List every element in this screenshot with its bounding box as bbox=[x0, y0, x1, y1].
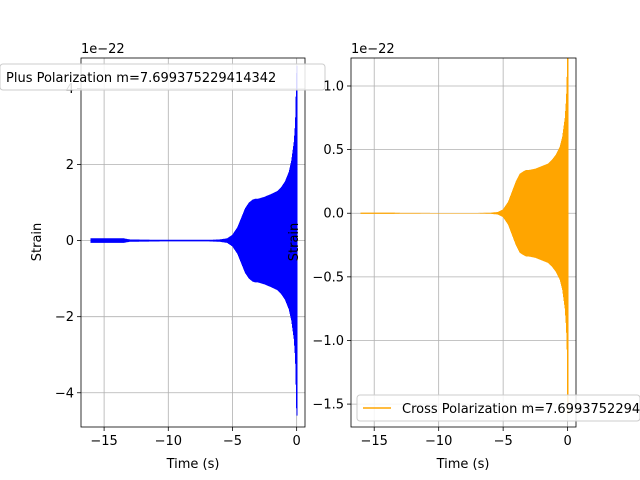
cross-y-tick-label: −0.5 bbox=[312, 270, 344, 285]
cross-y-tick-label: −1.5 bbox=[312, 398, 344, 413]
plus-legend-label: Plus Polarization m=7.699375229414342 bbox=[6, 71, 276, 86]
cross-y-tick-label: 0.5 bbox=[323, 143, 344, 158]
cross-y-tick-label: 0.0 bbox=[323, 207, 344, 222]
plus-y-tick-label: 2 bbox=[66, 158, 74, 173]
plus-y-tick-label: −2 bbox=[55, 310, 74, 325]
cross-y-ticks: −1.5 −1.0 −0.5 0.0 0.5 1.0 bbox=[312, 79, 351, 413]
cross-x-axis-label: Time (s) bbox=[436, 457, 490, 472]
plus-offset-label: 1e−22 bbox=[81, 42, 125, 57]
cross-axes-frame bbox=[350, 57, 577, 428]
cross-y-tick-label: −1.0 bbox=[312, 334, 344, 349]
cross-legend: Cross Polarization m=7.699375229414342 bbox=[356, 394, 640, 422]
cross-polarization-chart: −15 −10 −5 0 −1.5 −1.0 −0.5 0.0 0.5 1.0 1e−22 Ti… bbox=[287, 42, 640, 472]
plus-legend-box bbox=[0, 63, 326, 91]
plus-waveform-line bbox=[90, 65, 298, 416]
plus-y-tick-label: −4 bbox=[55, 386, 74, 401]
cross-offset-label: 1e−22 bbox=[351, 42, 395, 57]
plus-x-tick-label: −10 bbox=[155, 434, 182, 449]
cross-x-tick-label: 0 bbox=[563, 434, 571, 449]
cross-x-ticks: −15 −10 −5 0 bbox=[360, 427, 572, 449]
cross-y-tick-label: 1.0 bbox=[323, 79, 344, 94]
plus-waveform-series bbox=[90, 65, 298, 416]
plus-x-tick-label: −15 bbox=[90, 434, 117, 449]
plus-axes-frame bbox=[80, 57, 306, 428]
cross-x-tick-label: −5 bbox=[494, 434, 513, 449]
plus-x-tick-label: −5 bbox=[223, 434, 242, 449]
plus-y-tick-label: 0 bbox=[66, 234, 74, 249]
cross-legend-label: Cross Polarization m=7.699375229414342 bbox=[402, 402, 640, 417]
cross-x-tick-label: −15 bbox=[360, 434, 387, 449]
cross-legend-box bbox=[356, 394, 640, 422]
cross-waveform-series bbox=[360, 58, 569, 415]
plus-y-axis-label: Strain bbox=[30, 223, 45, 262]
plus-legend: Plus Polarization m=7.699375229414342 bbox=[0, 63, 326, 91]
cross-waveform-line bbox=[360, 58, 569, 415]
plus-x-tick-label: 0 bbox=[293, 434, 301, 449]
cross-x-tick-label: −10 bbox=[425, 434, 452, 449]
plus-x-axis-label: Time (s) bbox=[166, 457, 220, 472]
plus-x-ticks: −15 −10 −5 0 bbox=[90, 427, 301, 449]
cross-y-axis-label: Strain bbox=[287, 223, 302, 262]
plus-polarization-chart: −15−10−50 −4−2024 1e−22 Time (s) Strain … bbox=[0, 42, 326, 472]
